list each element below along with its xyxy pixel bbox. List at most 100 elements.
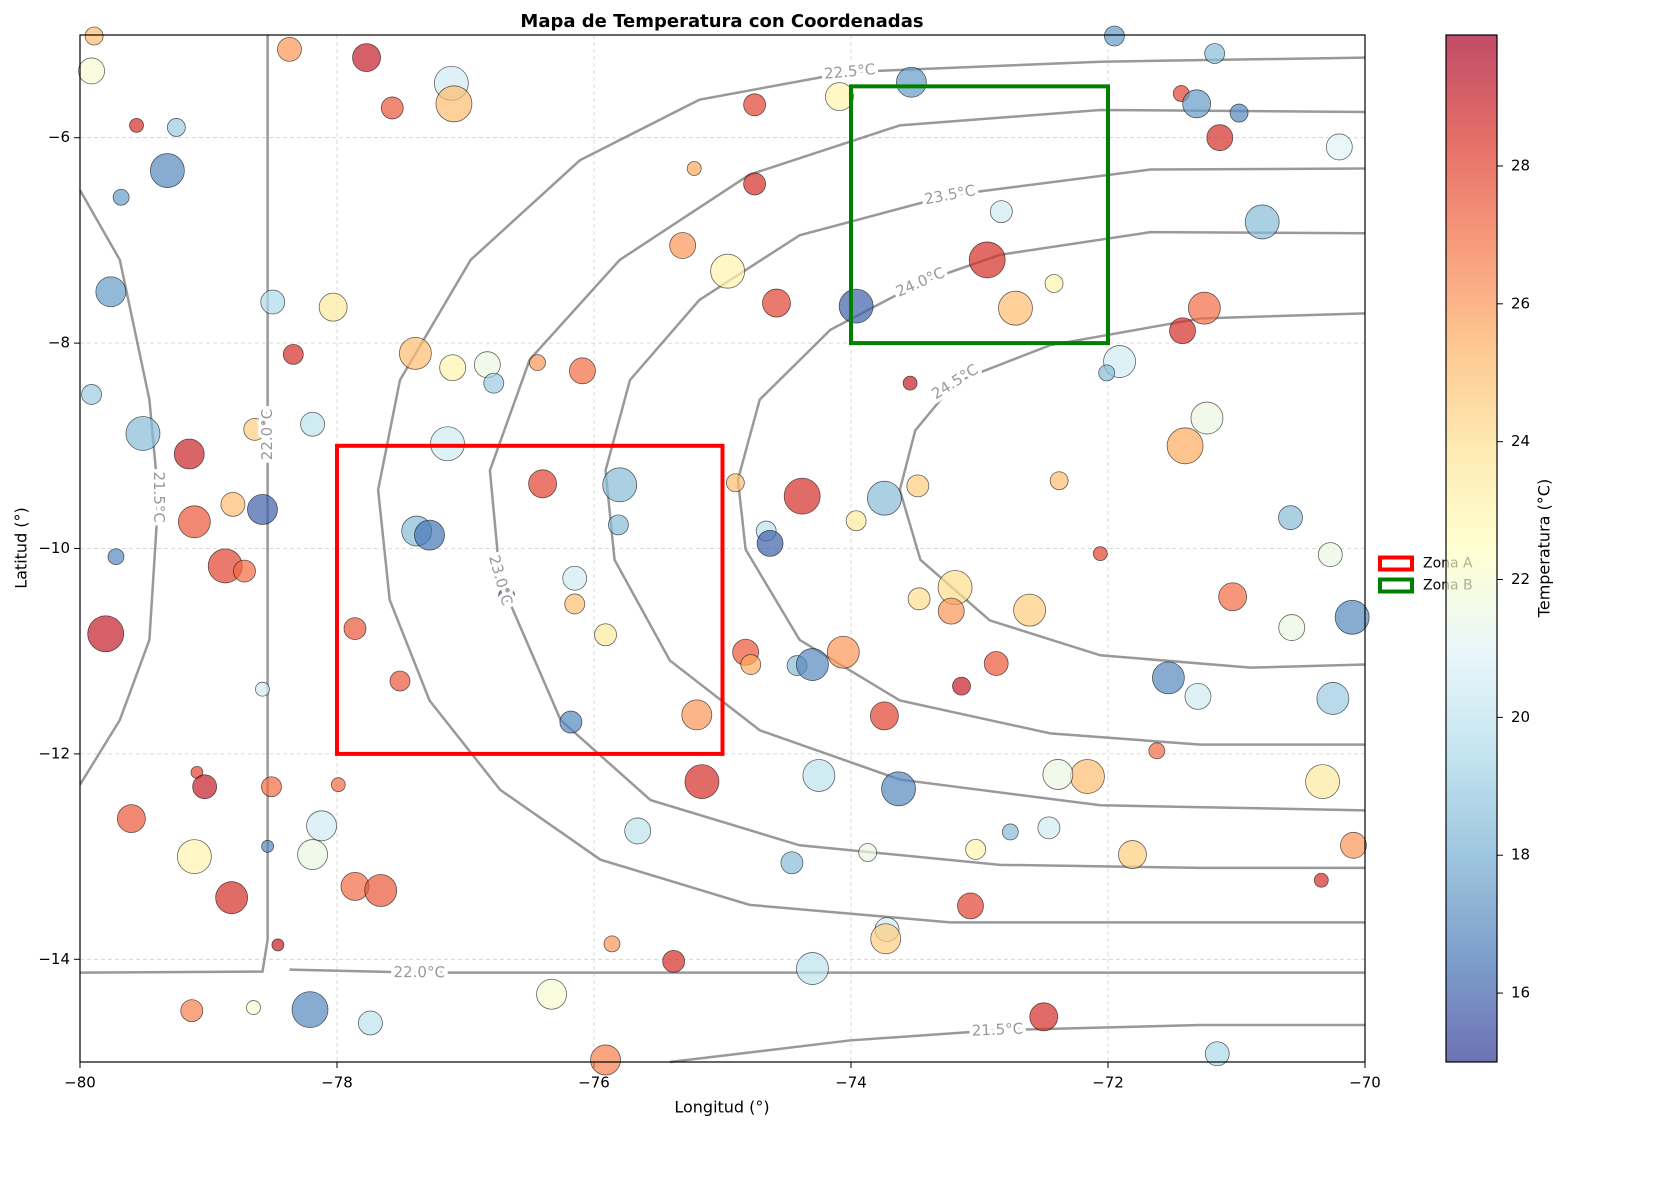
data-point	[1092, 546, 1108, 562]
contour-label: 22.5°C	[823, 60, 876, 83]
colorbar-tick-label: 26	[1511, 294, 1530, 312]
data-point	[306, 810, 337, 842]
data-point	[796, 648, 829, 681]
contour-label: 22.0°C	[258, 409, 276, 460]
data-point	[1244, 204, 1280, 240]
data-point	[87, 615, 125, 653]
data-point	[968, 241, 1006, 279]
data-point	[838, 288, 874, 324]
data-point	[1278, 505, 1303, 531]
data-point	[796, 952, 829, 985]
data-point	[743, 172, 767, 196]
contour-label: 21.5°C	[971, 1020, 1023, 1040]
data-point	[340, 871, 370, 901]
data-point	[1206, 124, 1234, 152]
data-point	[125, 416, 161, 451]
data-point	[177, 505, 211, 539]
data-point	[957, 892, 984, 920]
data-point	[1118, 840, 1147, 869]
contour-line	[669, 1023, 1365, 1064]
data-point	[180, 999, 204, 1023]
data-point	[594, 623, 617, 647]
data-point	[233, 559, 256, 583]
data-point	[1316, 682, 1350, 715]
data-point	[662, 949, 686, 973]
data-point	[624, 817, 652, 845]
data-point	[1305, 764, 1340, 800]
contour-label: 23.0°C	[485, 553, 516, 607]
data-point	[1204, 43, 1226, 64]
data-point	[343, 617, 367, 641]
data-point	[81, 384, 102, 405]
data-point	[937, 597, 965, 625]
data-point	[998, 290, 1033, 326]
data-point	[439, 354, 467, 382]
data-point	[192, 774, 218, 800]
data-point	[261, 839, 275, 853]
data-point	[783, 477, 821, 515]
data-point	[215, 881, 249, 915]
legend-swatch	[1378, 555, 1414, 572]
data-point	[282, 343, 304, 365]
x-tick-label: −78	[321, 1074, 353, 1092]
data-point	[740, 654, 762, 675]
data-point	[1340, 831, 1367, 859]
data-point	[907, 587, 931, 611]
data-point	[825, 82, 854, 112]
data-point	[1317, 542, 1343, 568]
data-point	[802, 759, 836, 792]
data-point	[330, 777, 346, 793]
data-point	[881, 771, 916, 807]
contour-line	[898, 312, 1366, 669]
data-point	[906, 474, 930, 498]
data-point	[166, 118, 186, 137]
zone-rect	[335, 443, 725, 756]
data-point	[380, 96, 404, 120]
data-point	[1042, 759, 1074, 790]
contour-label: 24.5°C	[928, 360, 981, 403]
contour-label: 21.5°C	[150, 471, 168, 522]
data-point	[1151, 661, 1185, 695]
data-point	[1013, 593, 1047, 627]
data-point	[176, 839, 212, 874]
zone-rect	[849, 84, 1110, 346]
data-point	[686, 161, 702, 176]
data-point	[247, 494, 278, 525]
x-axis-label: Longitud (°)	[674, 1098, 769, 1117]
contour-label: 22.0°C	[394, 963, 445, 981]
data-point	[398, 336, 432, 370]
colorbar-frame	[1445, 34, 1498, 1063]
data-point	[358, 1010, 383, 1036]
y-tick-label: −10	[38, 539, 70, 557]
data-point	[1325, 133, 1353, 161]
data-point	[983, 651, 1009, 676]
data-point	[220, 491, 246, 517]
y-tick-label: −14	[38, 950, 70, 968]
data-point	[318, 292, 348, 322]
data-point	[291, 991, 329, 1029]
data-point	[743, 93, 767, 117]
contour-line	[376, 56, 1366, 924]
chart-title: Mapa de Temperatura con Coordenadas	[520, 11, 923, 32]
data-point	[681, 699, 713, 731]
data-point	[867, 480, 902, 516]
data-point	[1190, 401, 1224, 435]
data-point	[173, 438, 205, 470]
plot-frame	[79, 34, 1366, 1063]
data-point	[1313, 872, 1329, 888]
colorbar-tick-label: 18	[1511, 846, 1530, 864]
colorbar-tick-label: 28	[1511, 156, 1530, 174]
x-tick-label: −76	[578, 1074, 610, 1092]
contour-line	[78, 189, 160, 786]
data-point	[1187, 291, 1221, 325]
x-tick-label: −70	[1349, 1074, 1381, 1092]
data-point	[1001, 823, 1019, 841]
data-point	[1166, 427, 1204, 465]
colorbar-label: Temperatura (°C)	[1535, 479, 1554, 618]
data-point	[364, 874, 398, 907]
data-point	[261, 776, 282, 798]
y-tick-label: −8	[48, 334, 70, 352]
data-point	[528, 469, 557, 499]
data-point	[895, 66, 927, 98]
data-point	[435, 85, 473, 123]
